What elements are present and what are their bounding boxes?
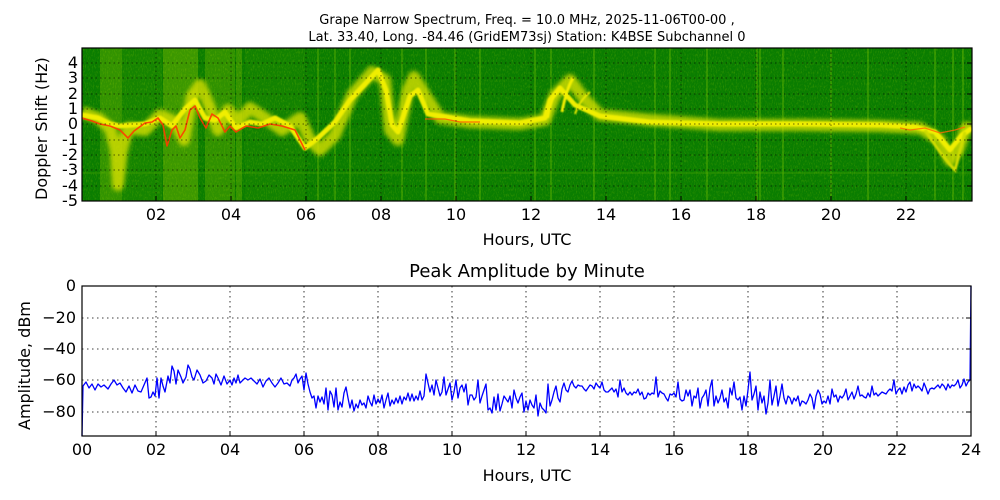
x-tick-label: 12 [520,205,542,224]
y-tick-label: -4 [62,176,78,195]
y-tick-label: -2 [62,145,78,164]
x-tick-label: 16 [663,440,685,459]
amplitude-grid [82,286,971,436]
x-tick-label: 24 [960,440,982,459]
x-tick-label: 10 [441,440,463,459]
x-tick-label: 12 [515,440,537,459]
amplitude-x-axis-title: Hours, UTC [482,466,572,485]
amplitude-y-axis-title: Amplitude, dBm [15,301,34,430]
x-tick-label: 08 [367,440,389,459]
spectrogram-ticks [155,62,972,201]
x-tick-label: 04 [219,440,241,459]
x-tick-label: 00 [71,440,93,459]
y-tick-label: -1 [62,130,78,149]
y-tick-label: −40 [42,339,76,358]
x-tick-label: 18 [745,205,767,224]
x-tick-label: 06 [293,440,315,459]
figure-title-line-1: Grape Narrow Spectrum, Freq. = 10.0 MHz,… [319,13,735,28]
spectrogram-grid [82,48,972,201]
x-tick-label: 14 [595,205,617,224]
x-tick-label: 22 [895,205,917,224]
spectrogram-plot [82,48,972,201]
y-tick-label: 4 [67,53,78,72]
x-tick-label: 16 [670,205,692,224]
x-tick-label: 14 [589,440,611,459]
y-tick-label: 0 [67,114,78,133]
spectrogram-peak-trace [82,105,966,151]
spectrogram-y-axis-title: Doppler Shift (Hz) [32,57,51,200]
y-tick-label: 2 [67,84,78,103]
y-tick-label: 0 [65,276,76,295]
y-tick-label: −80 [42,402,76,421]
x-tick-label: 20 [812,440,834,459]
x-tick-label: 10 [445,205,467,224]
y-tick-label: −20 [42,308,76,327]
amplitude-plot-title: Peak Amplitude by Minute [409,261,645,282]
x-tick-label: 02 [145,440,167,459]
y-tick-label: -5 [62,191,78,210]
x-tick-label: 20 [820,205,842,224]
y-tick-label: 1 [67,99,78,118]
x-tick-label: 06 [295,205,317,224]
y-tick-label: 3 [67,68,78,87]
spectrogram-x-axis-title: Hours, UTC [482,230,572,249]
amplitude-ticks [155,317,971,436]
y-tick-label: -3 [62,160,78,179]
x-tick-label: 18 [737,440,759,459]
amplitude-plot-area [82,286,971,436]
x-tick-label: 04 [220,205,242,224]
y-tick-label: −60 [42,370,76,389]
figure-title-line-2: Lat. 33.40, Long. -84.46 (GridEM73sj) St… [308,30,746,45]
x-tick-label: 08 [370,205,392,224]
x-tick-label: 02 [145,205,167,224]
amplitude-line [81,285,972,437]
x-tick-label: 22 [886,440,908,459]
